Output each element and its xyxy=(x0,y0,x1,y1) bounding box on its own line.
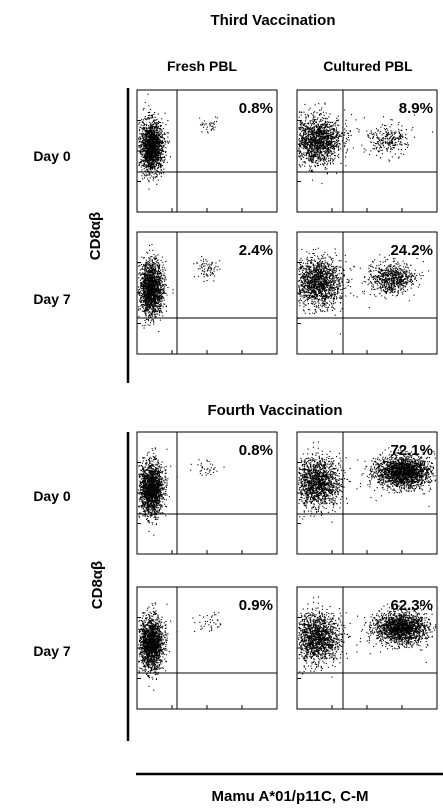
population-positive xyxy=(193,256,221,282)
scatter-panel: 2.4% xyxy=(136,231,278,355)
population-positive xyxy=(356,447,436,507)
population-negative xyxy=(138,447,178,536)
percent-label: 24.2% xyxy=(390,242,433,259)
population-positive xyxy=(356,603,437,663)
population-negative xyxy=(138,93,171,190)
y-axis-label-third: CD8αβ xyxy=(87,212,104,260)
population-positive xyxy=(358,114,434,162)
row-label-third-day7: Day 7 xyxy=(33,291,71,307)
population-negative xyxy=(298,441,362,523)
population-positive xyxy=(190,459,225,476)
population-negative xyxy=(138,244,174,332)
scatter-panel: 62.3% xyxy=(296,586,438,710)
percent-label: 72.1% xyxy=(390,442,433,459)
percent-label: 2.4% xyxy=(239,242,273,259)
scatter-panel: 0.9% xyxy=(136,586,278,710)
percent-label: 0.9% xyxy=(239,597,273,614)
column-header-cultured: Cultured PBL xyxy=(323,58,413,74)
percent-label: 0.8% xyxy=(239,442,273,459)
percent-label: 8.9% xyxy=(399,100,433,117)
population-positive xyxy=(192,612,222,632)
x-axis-label: Mamu A*01/p11C, C-M xyxy=(212,788,369,805)
row-label-fourth-day0: Day 0 xyxy=(33,488,71,504)
row-label-third-day0: Day 0 xyxy=(33,148,71,164)
percent-label: 62.3% xyxy=(390,597,433,614)
population-negative xyxy=(138,602,178,691)
population-negative xyxy=(298,102,358,185)
population-positive xyxy=(199,116,218,134)
section-title-third: Third Vaccination xyxy=(210,12,335,29)
plot-panels: 0.8% 8.9% 2.4% 24.2% 0.8% 72.1% 0.9% 62.3% xyxy=(136,89,438,710)
scatter-panel: 0.8% xyxy=(136,89,278,213)
column-header-fresh: Fresh PBL xyxy=(167,58,237,74)
y-axis-label-fourth: CD8αβ xyxy=(89,561,106,609)
section-title-fourth: Fourth Vaccination xyxy=(207,402,342,419)
population-positive xyxy=(353,254,430,308)
percent-label: 0.8% xyxy=(239,100,273,117)
population-negative xyxy=(298,596,362,678)
population-negative xyxy=(298,247,358,335)
row-label-fourth-day7: Day 7 xyxy=(33,643,71,659)
scatter-panel: 24.2% xyxy=(296,231,438,355)
scatter-panel: 8.9% xyxy=(296,89,438,213)
scatter-panel: 0.8% xyxy=(136,431,278,555)
scatter-panel: 72.1% xyxy=(296,431,438,555)
